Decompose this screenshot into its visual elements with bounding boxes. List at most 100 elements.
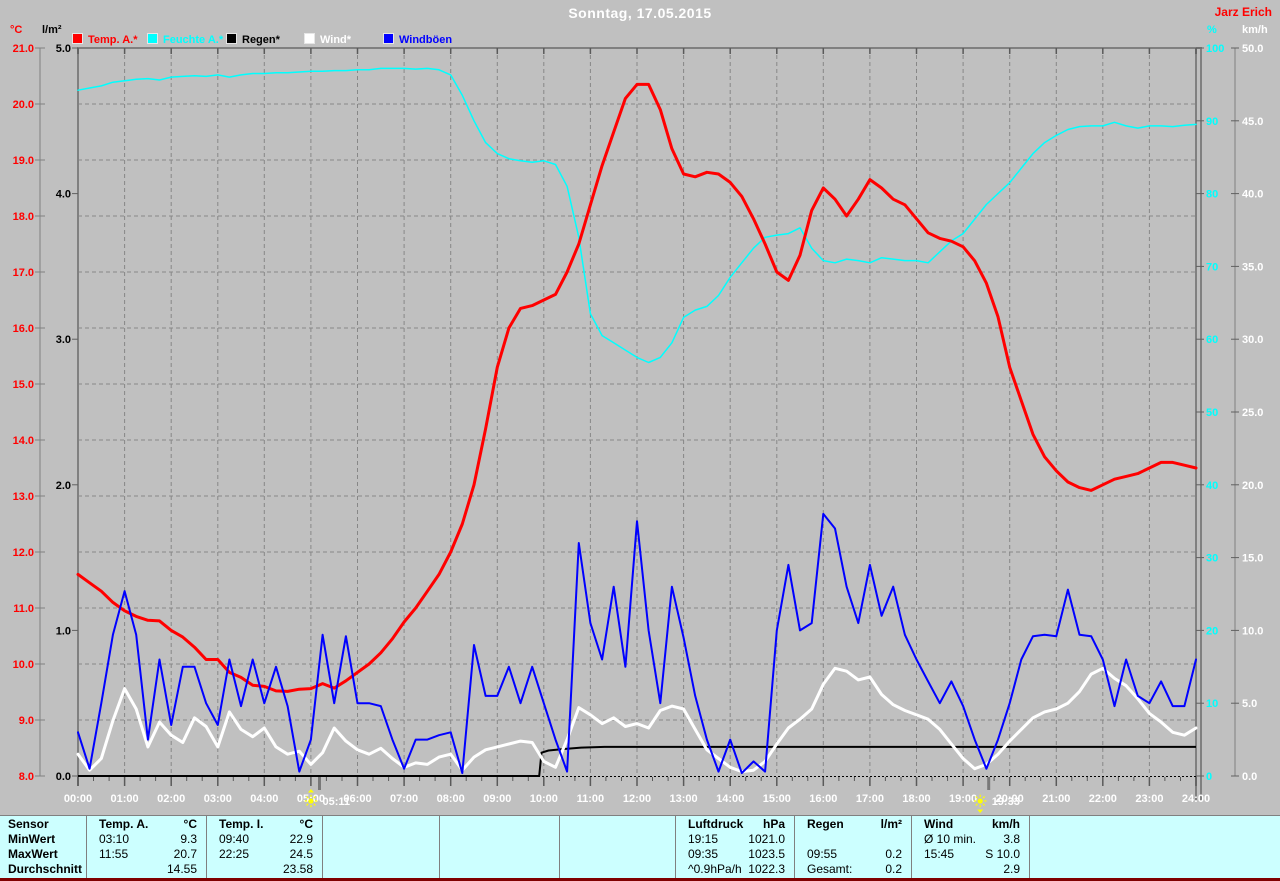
table-cell-time: 03:10 [99, 832, 130, 846]
table-header-unit: hPa [762, 817, 785, 831]
axis-unit-humidity: % [1207, 24, 1217, 36]
svg-text:24:00: 24:00 [1182, 793, 1210, 805]
svg-text:20.0: 20.0 [1242, 480, 1263, 492]
svg-text:60: 60 [1206, 334, 1218, 346]
svg-text:03:00: 03:00 [204, 793, 232, 805]
table-cell-time [323, 832, 335, 847]
table-row: 09:55 0.2 [795, 847, 911, 862]
svg-text:17:00: 17:00 [856, 793, 884, 805]
table-row: 22:25 24.5 [207, 847, 322, 862]
svg-text:8.0: 8.0 [19, 771, 34, 783]
table-cell-value: 24.5 [289, 847, 313, 861]
table-row [323, 862, 439, 877]
legend-swatch-regen [226, 33, 237, 44]
table-cell-time [323, 862, 335, 877]
svg-text:9.0: 9.0 [19, 715, 34, 727]
table-row-label-text: Sensor [8, 817, 49, 831]
table-cell-time [912, 862, 924, 877]
table-cell-value: 23.58 [282, 862, 313, 876]
table-row: 19:15 1021.0 [676, 832, 794, 847]
axis-unit-wind: km/h [1242, 24, 1268, 36]
page-title: Sonntag, 17.05.2015 [568, 5, 712, 21]
svg-text:10.0: 10.0 [13, 659, 34, 671]
svg-text:2.0: 2.0 [56, 480, 71, 492]
legend-label-regen: Regen* [242, 34, 280, 46]
table-row: ^0.9hPa/h 1022.3 [676, 862, 794, 877]
svg-text:50.0: 50.0 [1242, 43, 1263, 55]
legend-item-feuchte-a: Feuchte A.* [147, 30, 223, 46]
svg-text:19:00: 19:00 [949, 793, 977, 805]
watermark-author: Jarz Erich [1214, 5, 1272, 19]
svg-text:11.0: 11.0 [13, 603, 34, 615]
table-row-label-text: Durchschnitt [8, 862, 83, 876]
table-row [323, 832, 439, 847]
svg-text:02:00: 02:00 [157, 793, 185, 805]
table-cell-time [323, 847, 335, 862]
svg-text:1.0: 1.0 [56, 625, 71, 637]
table-column-temp-i: Temp. I. °C 09:40 22.9 22:25 24.5 23.58 [207, 816, 323, 878]
table-cell-value [430, 862, 439, 877]
table-cell-time: 09:40 [219, 832, 250, 846]
svg-text:19:33: 19:33 [992, 796, 1020, 808]
svg-text:30: 30 [1206, 553, 1218, 565]
series-wind-gusts [77, 512, 1197, 775]
svg-text:13.0: 13.0 [13, 491, 34, 503]
table-column-temp-a: Temp. A. °C 03:10 9.3 11:55 20.7 14.55 [87, 816, 207, 878]
table-cell-time [1030, 847, 1042, 862]
table-row [440, 847, 559, 862]
table-column-row-labels: Sensor MinWert MaxWert Durchschnitt [0, 816, 87, 878]
svg-text:40.0: 40.0 [1242, 189, 1263, 201]
sensor-stats-table: Sensor MinWert MaxWert Durchschnitt Temp. A.… [0, 815, 1280, 881]
table-column-regen: Regen l/m² 09:55 0.2 Gesamt: 0.2 [795, 816, 912, 878]
table-header-row [440, 816, 559, 832]
table-cell-value [550, 847, 559, 862]
table-cell-time: 09:35 [688, 847, 719, 861]
table-cell-value [550, 862, 559, 877]
table-header-unit: °C [183, 817, 197, 831]
svg-text:20.0: 20.0 [13, 99, 34, 111]
table-row: 14.55 [87, 862, 206, 877]
table-cell-value: 22.9 [289, 832, 313, 846]
axis-unit-temp: °C [10, 24, 23, 36]
table-header-unit: °C [299, 817, 313, 831]
svg-text:5.0: 5.0 [56, 43, 71, 55]
table-cell-value: 1022.3 [748, 862, 785, 876]
table-header-name [440, 816, 452, 832]
table-row: Gesamt: 0.2 [795, 862, 911, 877]
table-header-name: Temp. I. [219, 817, 264, 831]
table-row [440, 862, 559, 877]
table-header-unit [550, 816, 559, 832]
table-cell-value: 9.3 [180, 832, 197, 846]
legend-swatch-windb-en [383, 33, 394, 44]
table-row [560, 862, 675, 877]
svg-text:19.0: 19.0 [13, 155, 34, 167]
table-cell-time: 11:55 [99, 847, 129, 861]
table-row: 2.9 [912, 862, 1029, 877]
legend-label-temp-a: Temp. A.* [88, 34, 138, 46]
table-cell-value: 2.9 [1003, 862, 1020, 876]
table-header-row [323, 816, 439, 832]
table-header-row: Wind km/h [912, 816, 1029, 832]
table-cell-time [560, 832, 572, 847]
table-row [795, 832, 911, 847]
svg-text:80: 80 [1206, 189, 1218, 201]
table-column-empty-3 [440, 816, 560, 878]
table-row: 11:55 20.7 [87, 847, 206, 862]
svg-text:3.0: 3.0 [56, 334, 71, 346]
table-header-unit [430, 816, 439, 832]
svg-text:0.0: 0.0 [56, 771, 71, 783]
svg-text:10:00: 10:00 [530, 793, 558, 805]
axis-unit-rain: l/m² [42, 24, 62, 36]
svg-text:23:00: 23:00 [1135, 793, 1163, 805]
table-row [1030, 832, 1280, 847]
table-cell-value [1271, 847, 1280, 862]
x-axis-labels: 00:0001:0002:0003:0004:0005:0006:0007:00… [64, 793, 1210, 805]
table-row [560, 832, 675, 847]
table-cell-time [560, 847, 572, 862]
legend-swatch-wind [304, 33, 315, 44]
svg-text:45.0: 45.0 [1242, 116, 1263, 128]
table-cell-value [550, 832, 559, 847]
svg-text:0.0: 0.0 [1242, 771, 1257, 783]
svg-text:5.0: 5.0 [1242, 698, 1257, 710]
svg-text:0: 0 [1206, 771, 1212, 783]
